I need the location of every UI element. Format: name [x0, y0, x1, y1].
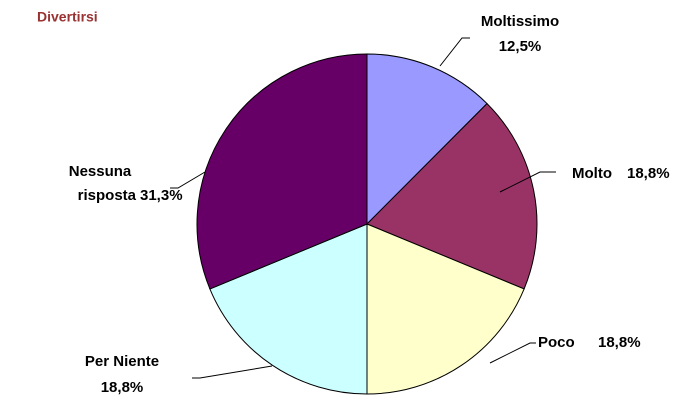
- pie-slice: [209, 223, 368, 395]
- pie-slice: [366, 102, 538, 290]
- leader-line: [192, 365, 273, 379]
- category-label: Moltissimo: [481, 13, 559, 30]
- value-label: 18,8%: [598, 334, 641, 351]
- pie-slice: [366, 223, 525, 395]
- value-label: 12,5%: [499, 38, 542, 55]
- value-label: 18,8%: [627, 165, 670, 182]
- chart-title: Divertirsi: [37, 9, 98, 25]
- pie-slice: [366, 53, 488, 226]
- pie-slice: [196, 53, 368, 290]
- value-label: 18,8%: [101, 379, 144, 396]
- category-label: Per Niente: [85, 353, 159, 370]
- category-label: Molto: [572, 165, 612, 182]
- category-label: Nessuna risposta: [69, 163, 137, 204]
- leader-line: [170, 171, 206, 189]
- value-label: 31,3%: [140, 187, 183, 204]
- category-label: Poco: [538, 334, 575, 351]
- pie: [196, 53, 538, 395]
- leader-line: [499, 171, 556, 193]
- leader-line: [439, 37, 470, 67]
- leader-line: [489, 342, 536, 364]
